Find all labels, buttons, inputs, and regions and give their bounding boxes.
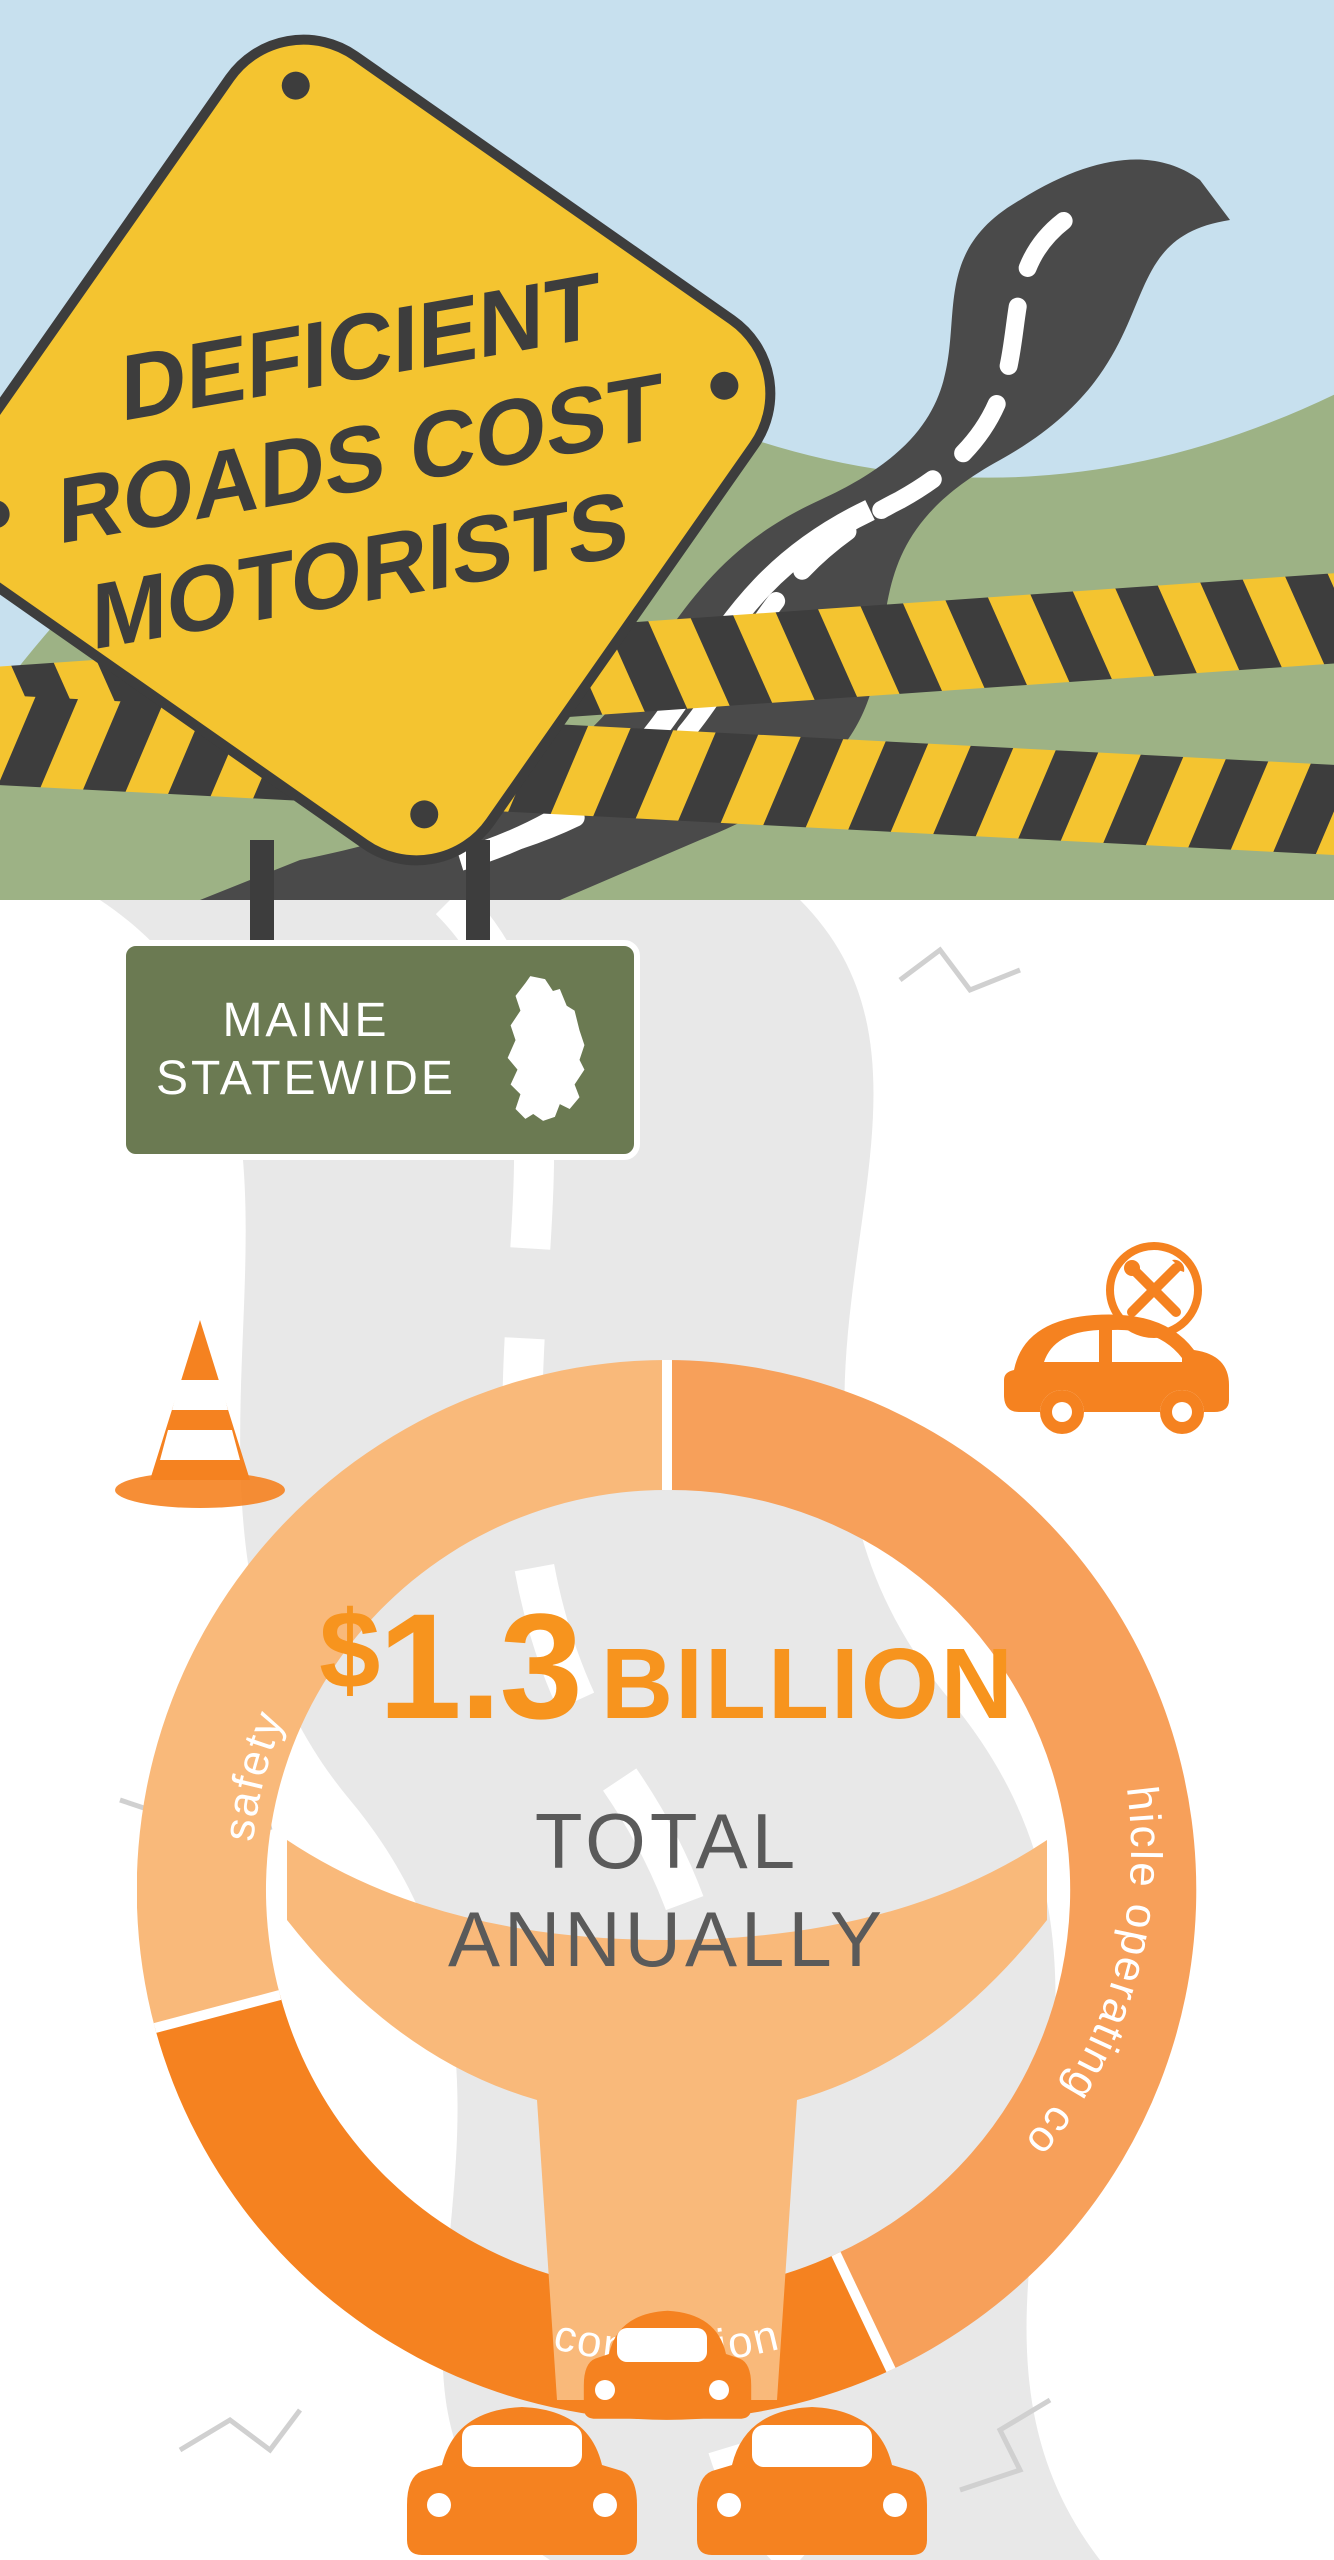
wheel-center: $1.3BILLION TOTAL ANNUALLY xyxy=(137,1580,1197,1988)
amount: $1.3BILLION xyxy=(137,1580,1197,1753)
state-sign: MAINE STATEWIDE xyxy=(120,940,640,1160)
hero-scene: DEFICIENT ROADS COST MOTORISTS xyxy=(0,0,1334,900)
maine-silhouette-icon xyxy=(486,970,604,1130)
hero-section: DEFICIENT ROADS COST MOTORISTS xyxy=(0,0,1334,900)
state-sign-posts xyxy=(220,840,520,950)
state-line-2: STATEWIDE xyxy=(156,1050,456,1108)
state-line-1: MAINE xyxy=(156,992,456,1050)
amount-value: 1.3 xyxy=(378,1582,581,1750)
total-line-1: TOTAL xyxy=(137,1793,1197,1891)
amount-prefix: $ xyxy=(319,1589,378,1712)
steering-wheel: safety vehicle operating costs congestio… xyxy=(137,1360,1197,2420)
total-annually: TOTAL ANNUALLY xyxy=(137,1793,1197,1988)
cars-congestion-icon xyxy=(407,2300,927,2560)
total-line-2: ANNUALLY xyxy=(137,1891,1197,1989)
amount-unit: BILLION xyxy=(601,1628,1015,1740)
state-sign-text: MAINE STATEWIDE xyxy=(156,992,456,1107)
